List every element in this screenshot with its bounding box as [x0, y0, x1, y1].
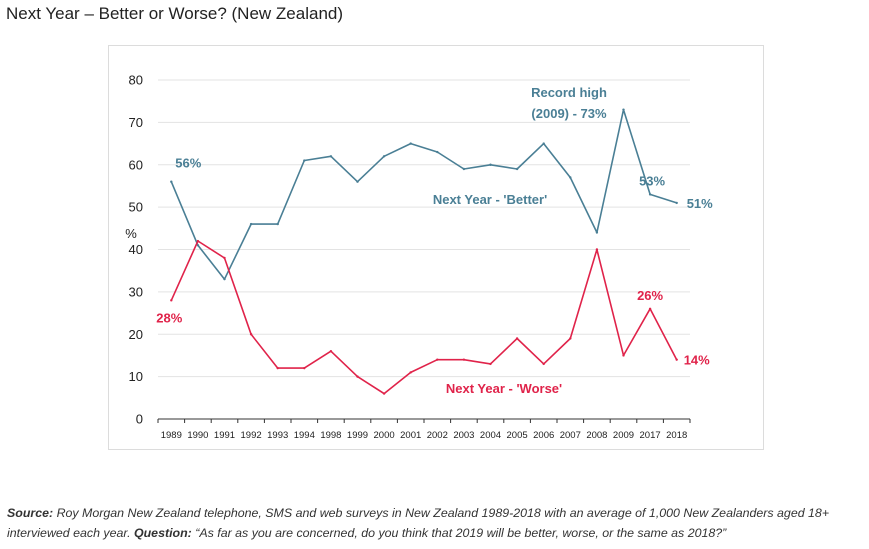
- chart-frame: [108, 45, 764, 450]
- better-end-label: 51%: [687, 196, 713, 211]
- y-tick-label: 80: [129, 73, 143, 88]
- data-point: [223, 256, 226, 260]
- x-tick-label: 1992: [241, 430, 262, 441]
- data-point: [436, 150, 439, 154]
- x-tick-label: 2005: [507, 430, 528, 441]
- x-tick-label: 1991: [214, 430, 235, 441]
- data-point: [329, 155, 333, 158]
- y-axis-label: %: [125, 226, 137, 241]
- data-point: [249, 222, 253, 226]
- worse-start-label: 28%: [156, 310, 182, 325]
- line-chart: 0 10 20 30 40 50 60 70 80% 1989 1990 1991 1992 1993 19…: [125, 73, 713, 442]
- data-point: [595, 231, 599, 234]
- worse-end-label: 14%: [684, 353, 710, 368]
- x-tick-label: 1993: [267, 430, 288, 441]
- data-point: [569, 176, 572, 179]
- question-text: “As far as you are concerned, do you thi…: [191, 526, 727, 540]
- data-point: [515, 167, 519, 171]
- data-point: [675, 201, 678, 205]
- data-point: [170, 180, 173, 183]
- data-point: [249, 333, 253, 336]
- x-tick-label: 2006: [533, 430, 554, 441]
- y-tick-label: 70: [129, 115, 143, 130]
- data-point: [648, 193, 652, 196]
- x-tick-label: 2000: [374, 430, 395, 441]
- data-point: [223, 277, 226, 281]
- x-tick-label: 2008: [586, 430, 607, 441]
- y-tick-label: 60: [129, 157, 143, 172]
- x-tick-label: 2003: [453, 430, 474, 441]
- data-point: [276, 366, 279, 370]
- data-point: [569, 337, 572, 340]
- data-point: [170, 299, 173, 302]
- data-point: [489, 163, 492, 166]
- x-tick-label: 1989: [161, 430, 182, 441]
- worse-2017-label: 26%: [637, 288, 663, 303]
- data-point: [622, 354, 625, 357]
- y-tick-label: 20: [129, 327, 143, 342]
- y-tick-label: 30: [129, 284, 143, 299]
- axes: 0 10 20 30 40 50 60 70 80% 1989 1990 1991 1992 1993 19…: [125, 73, 691, 441]
- data-point: [436, 358, 439, 361]
- data-point: [622, 108, 625, 111]
- data-point: [382, 392, 386, 395]
- data-point: [409, 371, 412, 374]
- source-text: Roy Morgan New Zealand telephone, SMS an…: [7, 506, 830, 540]
- x-tick-label: 2007: [560, 430, 581, 441]
- source-footnote: Source: Roy Morgan New Zealand telephone…: [7, 503, 865, 543]
- data-point: [515, 337, 519, 340]
- worse-series-label: Next Year - 'Worse': [446, 381, 562, 396]
- x-tick-label: 2001: [400, 430, 421, 441]
- data-point: [409, 142, 412, 145]
- data-point: [675, 358, 678, 361]
- x-tick-label: 2018: [666, 430, 687, 441]
- record-high-label-line1: Record high: [531, 85, 607, 100]
- record-high-label-line2: (2009) - 73%: [531, 106, 607, 121]
- x-tick-label: 2017: [640, 430, 661, 441]
- x-tick-label: 2004: [480, 430, 501, 441]
- data-point: [542, 362, 545, 366]
- data-point: [303, 366, 306, 370]
- source-label: Source:: [7, 506, 54, 520]
- data-point: [276, 222, 279, 226]
- data-point: [648, 307, 652, 311]
- data-point: [489, 362, 492, 366]
- data-point: [303, 159, 306, 162]
- x-tick-label: 1990: [187, 430, 208, 441]
- chart-labels: Record high (2009) - 73% Next Year - 'Bett…: [156, 85, 713, 396]
- worse-series-line: [170, 240, 678, 395]
- data-point: [356, 375, 359, 378]
- series-lines: [170, 108, 678, 395]
- better-series-line: [170, 108, 677, 281]
- x-tick-label: 2002: [427, 430, 448, 441]
- data-point: [462, 358, 466, 361]
- x-tick-label: 1994: [294, 430, 315, 441]
- y-tick-label: 40: [129, 242, 143, 257]
- x-tick-label: 1998: [320, 430, 341, 441]
- data-point: [196, 239, 200, 243]
- better-start-label: 56%: [175, 156, 201, 171]
- data-point: [329, 350, 333, 353]
- data-point: [382, 155, 386, 158]
- y-tick-label: 0: [136, 412, 143, 427]
- y-tick-label: 10: [129, 369, 143, 384]
- better-2017-label: 53%: [639, 173, 665, 188]
- x-tick-label: 2009: [613, 430, 634, 441]
- data-point: [542, 142, 545, 145]
- gridlines: [158, 79, 690, 378]
- page-title: Next Year – Better or Worse? (New Zealan…: [6, 4, 344, 23]
- data-point: [356, 180, 359, 183]
- question-label: Question:: [133, 526, 192, 540]
- data-point: [462, 167, 466, 171]
- data-point: [196, 244, 200, 247]
- y-tick-label: 50: [129, 200, 143, 215]
- x-tick-label: 1999: [347, 430, 368, 441]
- better-series-label: Next Year - 'Better': [433, 192, 547, 207]
- data-point: [595, 248, 599, 251]
